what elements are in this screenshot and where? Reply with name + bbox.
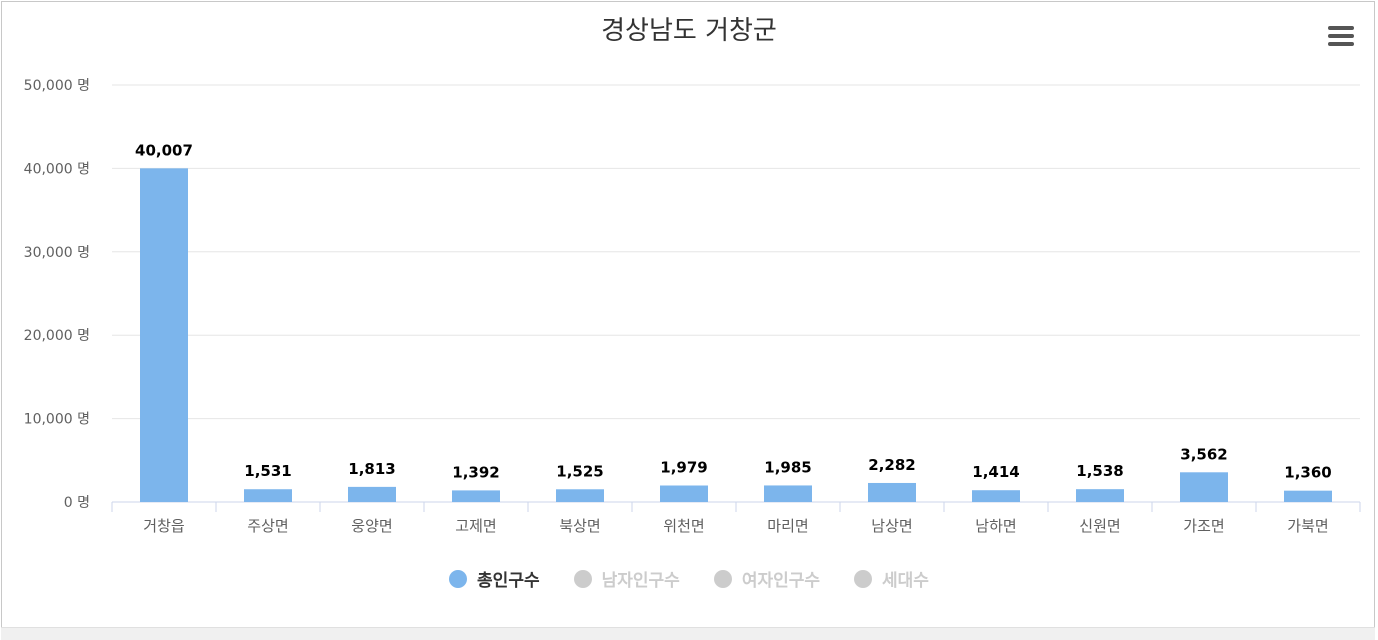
data-label: 1,360 bbox=[1284, 464, 1331, 482]
legend-dot-icon bbox=[449, 569, 468, 588]
legend-item[interactable]: 남자인구수 bbox=[573, 566, 680, 591]
data-label: 3,562 bbox=[1180, 445, 1227, 463]
data-label: 1,538 bbox=[1076, 462, 1123, 480]
bar[interactable] bbox=[660, 485, 708, 502]
x-tick-label: 웅양면 bbox=[351, 517, 392, 535]
x-tick-label: 남상면 bbox=[871, 517, 912, 535]
chart-title: 경상남도 거창군 bbox=[601, 16, 777, 46]
x-tick-label: 가조면 bbox=[1183, 517, 1224, 535]
data-label: 1,531 bbox=[244, 462, 291, 480]
legend-item[interactable]: 여자인구수 bbox=[713, 566, 821, 591]
data-label: 1,979 bbox=[660, 458, 707, 476]
bar[interactable] bbox=[1076, 489, 1124, 502]
data-label: 1,414 bbox=[972, 463, 1019, 481]
y-tick-label: 40,000 명 bbox=[24, 161, 90, 177]
legend-dot-icon bbox=[854, 569, 873, 588]
bar[interactable] bbox=[348, 486, 396, 502]
data-label: 1,813 bbox=[348, 460, 395, 478]
data-label: 2,282 bbox=[868, 456, 915, 474]
data-label: 1,985 bbox=[764, 458, 811, 476]
legend-item[interactable]: 총인구수 bbox=[449, 566, 540, 591]
bar[interactable] bbox=[452, 490, 500, 502]
legend-dot-icon bbox=[573, 569, 592, 588]
x-tick-label: 신원면 bbox=[1079, 517, 1120, 535]
x-tick-label: 마리면 bbox=[767, 517, 808, 535]
bar[interactable] bbox=[1180, 472, 1228, 502]
data-label: 1,525 bbox=[556, 462, 603, 480]
horizontal-scrollbar[interactable] bbox=[1, 627, 1375, 640]
legend-label: 세대수 bbox=[882, 571, 929, 591]
y-tick-label: 20,000 명 bbox=[24, 328, 90, 344]
legend-label: 총인구수 bbox=[477, 571, 540, 591]
x-tick-label: 거창읍 bbox=[143, 517, 184, 535]
bar[interactable] bbox=[556, 489, 604, 502]
bar[interactable] bbox=[244, 489, 292, 502]
x-tick-label: 가북면 bbox=[1287, 517, 1328, 535]
legend-dot-icon bbox=[713, 569, 732, 588]
bar[interactable] bbox=[972, 490, 1020, 502]
y-tick-label: 50,000 명 bbox=[24, 78, 90, 94]
x-tick-label: 남하면 bbox=[975, 517, 1016, 535]
data-label: 40,007 bbox=[135, 141, 193, 159]
x-tick-label: 북상면 bbox=[559, 517, 600, 535]
hamburger-menu-icon[interactable] bbox=[1326, 24, 1356, 48]
y-tick-label: 0 명 bbox=[64, 495, 90, 511]
data-label: 1,392 bbox=[452, 463, 499, 481]
x-tick-label: 위천면 bbox=[663, 517, 704, 535]
y-tick-label: 30,000 명 bbox=[24, 245, 90, 261]
x-tick-label: 주상면 bbox=[247, 517, 288, 535]
bar[interactable] bbox=[140, 168, 188, 502]
bar-chart: 0 명 10,000 명 20,000 명 30,000 명 40,000 명 50,00… bbox=[24, 78, 1361, 535]
bar[interactable] bbox=[868, 482, 916, 502]
legend-label: 남자인구수 bbox=[601, 571, 680, 591]
legend-label: 여자인구수 bbox=[741, 571, 821, 591]
bar[interactable] bbox=[764, 485, 812, 502]
legend-item[interactable]: 세대수 bbox=[854, 566, 929, 591]
y-tick-label: 10,000 명 bbox=[24, 412, 90, 428]
bar[interactable] bbox=[1284, 490, 1332, 502]
chart-legend: 총인구수 남자인구수 여자인구수 세대수 bbox=[0, 566, 1378, 591]
x-tick-label: 고제면 bbox=[455, 517, 496, 535]
